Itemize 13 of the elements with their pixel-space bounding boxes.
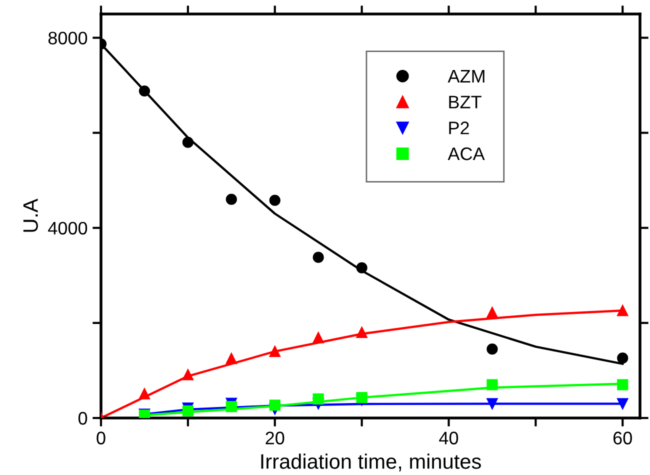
legend-label: ACA xyxy=(448,147,485,160)
x-tick-label: 0 xyxy=(96,432,106,444)
x-tick-label: 20 xyxy=(266,432,284,444)
y-tick-label: 8000 xyxy=(48,32,88,44)
x-tick-label: 40 xyxy=(439,432,458,444)
y-tick-label: 4000 xyxy=(48,222,88,235)
legend-label: P2 xyxy=(449,122,469,134)
x-axis-title: Irradiation time, minutes xyxy=(261,454,481,472)
x-tick-label: 60 xyxy=(613,432,632,444)
y-axis-title: U.A xyxy=(23,198,38,232)
y-tick-label: 0 xyxy=(78,412,88,425)
legend-label: BZT xyxy=(449,96,482,108)
legend-label: AZM xyxy=(448,70,484,82)
